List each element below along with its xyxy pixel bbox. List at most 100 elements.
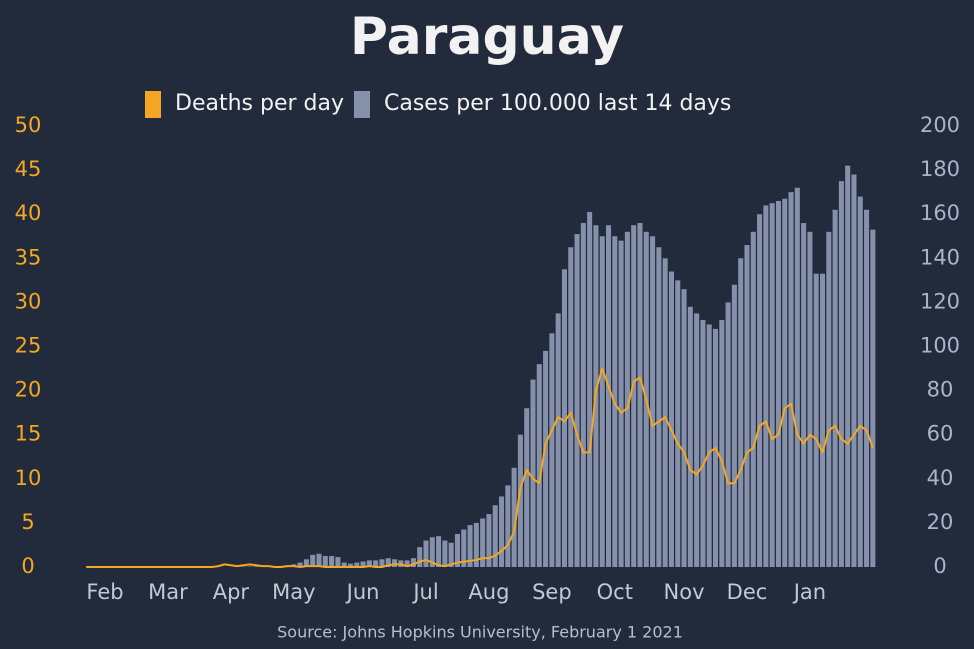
bar [813,273,819,567]
x-tick-label: Oct [597,580,633,604]
bar [794,187,800,568]
bar [473,522,479,567]
y2-tick-label: 60 [927,422,954,446]
bar [310,554,316,567]
bar [379,559,385,567]
x-tick-label: Feb [86,580,123,604]
x-tick-label: Mar [148,580,188,604]
bar [505,485,511,567]
bar [335,557,341,567]
bar [417,547,423,567]
bar [524,408,530,567]
bar [851,174,857,567]
x-tick-label: Nov [664,580,705,604]
bar [454,533,460,567]
bar [303,559,309,567]
bar [429,537,435,567]
y-tick-label: 25 [15,334,42,358]
y-tick-label: 50 [15,113,42,137]
bar [385,558,391,567]
bar [423,540,429,567]
bar [297,562,303,567]
bar [819,273,826,567]
bar [763,205,769,567]
legend-swatch [145,91,161,118]
bar [316,553,322,567]
bar [549,333,555,567]
x-tick-label: May [272,580,315,604]
y-tick-label: 15 [15,422,42,446]
bar [656,247,662,567]
bar [341,562,347,567]
bar [864,209,870,568]
bar [637,223,643,567]
bar [606,225,612,567]
y-tick-label: 0 [21,554,34,578]
bar [354,562,360,567]
bar [347,563,353,567]
bar [436,536,442,567]
bar [322,555,328,567]
legend-label: Deaths per day [175,91,344,116]
bar [530,379,536,567]
y2-tick-label: 160 [920,201,960,225]
bar [826,231,832,567]
y-tick-label: 20 [15,378,42,402]
bar [360,561,366,567]
bar [366,560,372,567]
bar [461,529,467,567]
chart-title: Paraguay [350,7,624,67]
y2-tick-label: 20 [927,510,954,534]
bar [467,525,473,567]
y2-tick-label: 120 [920,289,960,313]
x-tick-label: Apr [213,580,250,604]
bar [511,467,517,567]
y-tick-label: 40 [15,201,42,225]
x-tick-label: Jul [411,580,438,604]
legend-swatch [354,91,370,118]
x-tick-label: Jan [792,580,826,604]
bar [870,229,876,567]
bar [392,559,398,567]
bar [580,223,586,567]
bar [543,350,549,567]
bar [681,289,687,567]
bar [719,320,725,567]
bar [700,320,706,567]
bar [832,209,838,568]
bar [448,542,454,567]
y-tick-label: 5 [21,510,34,534]
y2-tick-label: 180 [920,157,960,181]
bar [618,240,624,567]
x-tick-label: Aug [468,580,509,604]
bar [801,223,807,567]
bar [404,560,410,567]
bar [782,198,788,567]
y2-tick-label: 0 [933,554,946,578]
bar [738,258,744,567]
bar [486,514,492,567]
bar [561,269,567,567]
bar [442,540,448,567]
bar [499,496,505,567]
bar [788,192,794,567]
bar [750,231,756,567]
bar [757,214,763,567]
x-tick-label: Dec [727,580,768,604]
bar [857,196,863,567]
bar [631,225,637,567]
x-tick-label: Sep [532,580,572,604]
bar [599,236,605,567]
bar [650,236,656,567]
bar [329,555,335,567]
bar [725,302,731,567]
line [86,367,874,568]
bar [587,211,593,567]
bar [807,231,813,567]
bar [574,234,580,568]
bar [744,245,750,567]
y2-tick-label: 140 [920,245,960,269]
legend-label: Cases per 100.000 last 14 days [384,91,731,116]
bar [731,284,737,567]
